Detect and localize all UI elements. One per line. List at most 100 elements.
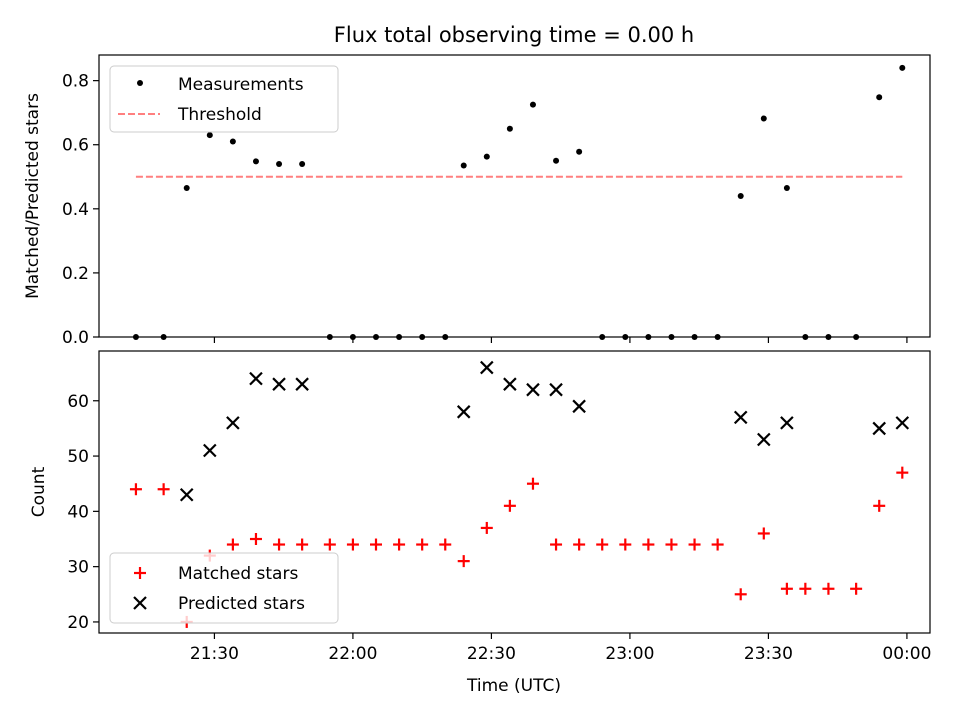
matched-star-point	[822, 582, 835, 595]
bottom-axes-frame	[98, 350, 931, 634]
matched-star-point	[896, 466, 909, 479]
predicted-star-point	[503, 377, 517, 391]
matched-star-point	[873, 499, 886, 512]
matched-star-point	[573, 538, 586, 551]
legend-measurements-marker	[137, 80, 143, 86]
measurement-point	[276, 160, 283, 167]
measurement-point	[229, 138, 236, 145]
bottom-panel: 20 30 40 50 60 21:30 22:00 22:30 23:00 23:30 00:0…	[29, 350, 931, 696]
bottom-y-axis: 20 30 40 50 60	[67, 392, 99, 633]
matched-star-point	[642, 538, 655, 551]
matched-star-point	[439, 538, 452, 551]
matched-star-point	[370, 538, 382, 551]
x-tick-label: 23:30	[744, 644, 793, 664]
measurement-point	[299, 160, 306, 167]
top-y-axis-label: Matched/Predicted stars	[23, 93, 43, 299]
predicted-star-point	[895, 416, 910, 430]
measurement-point	[529, 101, 536, 108]
bottom-legend-box	[109, 552, 339, 624]
matched-star-point	[619, 538, 632, 551]
matched-star-point	[157, 483, 170, 496]
bottom-y-axis-label: Count	[29, 466, 49, 517]
top-x-axis	[213, 337, 908, 343]
matched-star-point	[799, 582, 812, 595]
top-y-tick-label: 0.6	[62, 136, 89, 156]
matched-star-point	[226, 538, 239, 551]
bottom-legend: Matched stars Predicted stars	[109, 552, 339, 624]
measurement-point	[876, 94, 883, 101]
predicted-star-point	[456, 405, 471, 419]
matched-star-point	[503, 499, 516, 512]
predicted-star-point	[295, 377, 309, 391]
legend-measurements-label: Measurements	[178, 75, 304, 95]
predicted-star-point	[757, 432, 771, 447]
matched-star-point	[550, 538, 563, 551]
top-legend-box	[109, 65, 339, 133]
matched-star-point	[526, 477, 539, 490]
measurement-point	[206, 132, 213, 139]
bottom-plot-area	[129, 360, 910, 628]
matched-star-point	[346, 538, 359, 551]
predicted-star-point	[480, 360, 494, 375]
predicted-star-point	[572, 399, 586, 414]
matched-star-point	[416, 538, 429, 551]
matched-star-point	[757, 527, 770, 540]
measurement-point	[783, 184, 790, 191]
bottom-y-tick-label: 30	[67, 558, 89, 578]
matched-star-point	[480, 521, 493, 534]
matched-star-point	[780, 582, 793, 595]
top-legend: Measurements Threshold	[109, 65, 339, 133]
top-axes-frame	[98, 54, 931, 338]
measurement-point	[899, 64, 906, 71]
predicted-star-point	[780, 416, 794, 430]
measurement-point	[506, 125, 513, 132]
measurement-point	[183, 184, 190, 191]
legend-predicted-marker	[133, 596, 147, 610]
measurement-point	[460, 162, 467, 169]
measurement-point	[252, 158, 259, 165]
x-axis-label: Time (UTC)	[466, 676, 561, 696]
predicted-star-point	[249, 371, 263, 386]
x-tick-label: 00:00	[882, 644, 931, 664]
matched-star-point	[296, 538, 309, 551]
legend-predicted-label: Predicted stars	[178, 594, 305, 614]
bottom-y-tick-label: 20	[67, 613, 89, 633]
matched-star-point	[323, 538, 336, 551]
x-tick-label: 21:30	[190, 644, 239, 664]
top-y-tick-label: 0.0	[62, 328, 89, 348]
matched-star-point	[129, 483, 142, 496]
predicted-star-point	[179, 487, 194, 502]
predicted-star-point	[526, 382, 540, 397]
predicted-star-point	[549, 382, 563, 397]
matched-star-point	[393, 538, 406, 551]
x-tick-label: 23:00	[605, 644, 654, 664]
matched-star-point	[711, 538, 724, 551]
legend-threshold-label: Threshold	[177, 105, 262, 125]
bottom-x-axis: 21:30 22:00 22:30 23:00 23:30 00:00	[190, 633, 931, 664]
matched-star-point	[457, 555, 470, 568]
top-panel: 0.0 0.2 0.4 0.6 0.8 Matched/Predicted stars	[23, 54, 931, 348]
predicted-star-point	[203, 443, 217, 458]
predicted-star-point	[733, 410, 748, 425]
predicted-star-point	[226, 416, 240, 430]
matched-star-point	[273, 538, 286, 551]
x-tick-label: 22:30	[467, 644, 516, 664]
measurement-point	[483, 153, 490, 160]
measurement-point	[760, 115, 767, 122]
measurement-point	[737, 193, 744, 199]
top-y-tick-label: 0.4	[62, 200, 89, 220]
measurement-point	[553, 157, 560, 164]
matched-star-point	[249, 533, 262, 545]
matched-star-point	[850, 582, 863, 595]
bottom-y-tick-label: 40	[67, 502, 89, 522]
chart-title: Flux total observing time = 0.00 h	[334, 23, 694, 47]
predicted-star-point	[272, 377, 286, 391]
top-y-tick-label: 0.8	[62, 72, 89, 92]
matched-star-point	[688, 538, 701, 551]
bottom-y-tick-label: 60	[67, 392, 89, 412]
legend-matched-marker	[134, 567, 146, 579]
matched-star-point	[596, 538, 609, 551]
matched-star-point	[734, 588, 747, 601]
bottom-y-tick-label: 50	[67, 447, 89, 467]
